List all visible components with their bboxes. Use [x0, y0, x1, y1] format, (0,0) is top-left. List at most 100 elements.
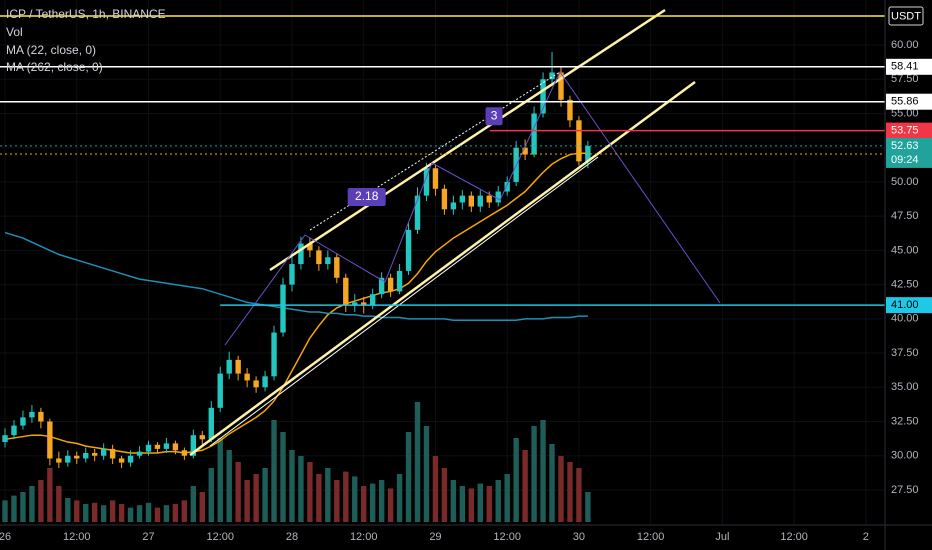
volume-bar — [29, 486, 35, 522]
volume-bar — [414, 402, 421, 522]
y-tick-label: 35.00 — [891, 381, 919, 393]
volume-bar — [378, 480, 385, 522]
candle-body — [20, 417, 26, 426]
volume-bar — [396, 474, 403, 522]
candle-body — [56, 458, 62, 463]
volume-bar — [244, 480, 250, 522]
volume-bar — [576, 468, 582, 522]
x-tick-label: 2 — [863, 531, 869, 543]
candle-body — [468, 195, 475, 207]
volume-bar — [477, 483, 483, 522]
y-tick-label: 60.00 — [891, 39, 919, 51]
volume-bar — [199, 492, 205, 522]
volume-bar — [271, 420, 277, 522]
chart-title: ICP / TetherUS, 1h, BINANCE — [6, 7, 166, 21]
volume-bar — [118, 504, 125, 522]
volume-legend: Vol — [6, 25, 23, 39]
volume-bar — [405, 432, 412, 522]
volume-bar — [298, 456, 304, 522]
y-tick-label: 47.50 — [891, 210, 919, 222]
wave-path — [224, 71, 721, 346]
volume-bar — [235, 462, 241, 522]
price-label-box — [886, 58, 932, 75]
candle-body — [172, 443, 179, 451]
candle-body — [253, 380, 259, 388]
price-label: 52.63 — [891, 140, 919, 152]
volume-bar — [172, 504, 179, 522]
volume-bar — [513, 438, 519, 522]
volume-bar — [585, 492, 591, 522]
price-label: 55.86 — [891, 96, 919, 108]
volume-bar — [531, 426, 537, 522]
candle-body — [334, 257, 340, 278]
x-tick-label: 27 — [142, 531, 154, 543]
channel-inner-lower — [209, 156, 599, 447]
candle-body — [289, 264, 295, 285]
volume-bar — [432, 456, 439, 522]
volume-bar — [450, 480, 457, 522]
volume-bar — [423, 426, 430, 522]
volume-bar — [316, 474, 322, 522]
volume-bar — [92, 502, 98, 522]
candle-body — [190, 435, 197, 456]
ma-legend: MA (262, close, 0) — [6, 60, 103, 74]
x-tick-label: 12:00 — [206, 531, 234, 543]
candle-body — [576, 120, 582, 162]
candle-body — [83, 452, 89, 459]
moving-average — [4, 231, 588, 321]
candle-body — [145, 444, 152, 452]
candle-body — [307, 243, 313, 251]
candle-body — [405, 229, 412, 271]
volume-bar — [352, 476, 358, 522]
volume-bar — [549, 444, 555, 522]
volume-bar — [343, 471, 349, 522]
volume-bar — [127, 507, 134, 522]
y-tick-label: 55.00 — [891, 107, 919, 119]
candle-body — [558, 72, 564, 100]
candle-body — [316, 250, 322, 265]
x-tick-label: 12:00 — [350, 531, 378, 543]
annotation-label: 3 — [491, 108, 498, 122]
candle-body — [504, 181, 510, 192]
price-label-box — [886, 137, 932, 168]
y-tick-label: 42.50 — [891, 279, 919, 291]
volume-bar — [56, 486, 62, 522]
currency-label[interactable]: USDT — [891, 10, 921, 22]
x-tick-label: 12:00 — [493, 531, 521, 543]
volume-bar — [181, 500, 188, 522]
candle-body — [226, 359, 232, 374]
x-tick-label: 30 — [573, 531, 585, 543]
x-tick-label: 12:00 — [63, 531, 91, 543]
x-tick-label: 26 — [0, 531, 11, 543]
price-label: 58.41 — [891, 61, 919, 73]
price-label: 41.00 — [891, 299, 919, 311]
x-tick-label: 12:00 — [637, 531, 665, 543]
volume-bar — [468, 488, 475, 522]
candle-body — [352, 302, 358, 306]
volume-bar — [154, 507, 161, 522]
ma-legend: MA (22, close, 0) — [6, 43, 96, 57]
volume-bar — [522, 450, 528, 522]
candle-body — [414, 195, 421, 230]
volume-bar — [325, 468, 331, 522]
candle-body — [127, 455, 134, 463]
candle-body — [298, 243, 304, 265]
candle-body — [396, 270, 403, 292]
candle-body — [477, 195, 483, 207]
currency-button[interactable] — [888, 6, 924, 26]
candle-body — [11, 425, 17, 436]
candle-body — [92, 452, 98, 456]
volume-bar — [334, 480, 340, 522]
candle-body — [29, 411, 35, 418]
volume-bar — [495, 480, 501, 522]
candle-body — [549, 72, 555, 80]
price-label: 53.75 — [891, 125, 919, 137]
volume-bar — [11, 495, 17, 522]
volume-bar — [208, 468, 214, 522]
x-tick-label: Jul — [715, 531, 729, 543]
overlay: 27.50 30.00 32.50 35.00 37.50 40.00 42.50 45.00… — [0, 15, 932, 543]
volume-bar — [369, 483, 376, 522]
volume-bar — [217, 438, 223, 522]
candle-body — [495, 191, 501, 203]
